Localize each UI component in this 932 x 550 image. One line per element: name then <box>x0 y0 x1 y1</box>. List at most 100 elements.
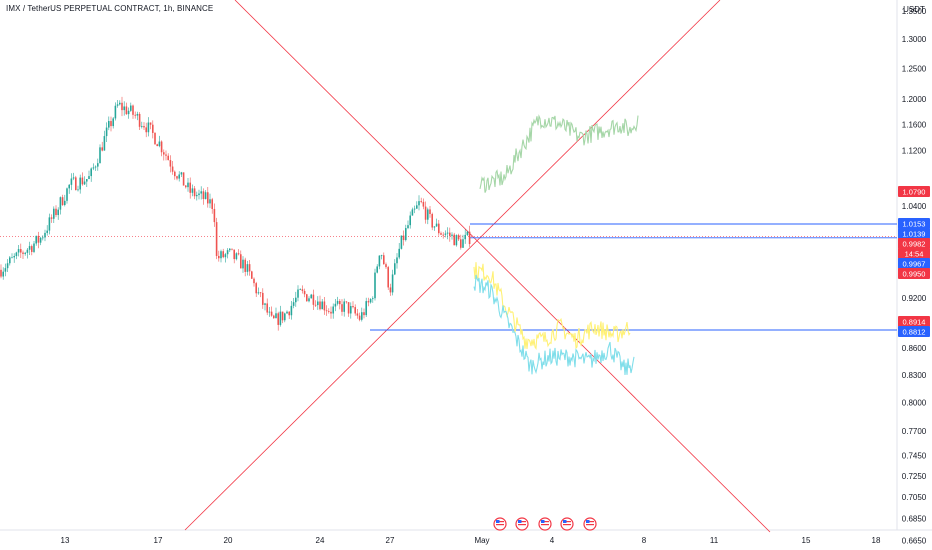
price-axis[interactable]: USDT 1.3500 1.3000 1.2500 1.2000 1.1600 1.120… <box>896 0 927 546</box>
candle-body <box>20 249 22 253</box>
candle-body <box>464 234 466 240</box>
time-tick-label: 11 <box>710 536 719 545</box>
candle-body <box>123 106 125 111</box>
price-tick-label: 1.2000 <box>902 95 927 104</box>
candle-body <box>207 192 209 204</box>
candle-body <box>308 298 310 302</box>
candle-body <box>396 257 398 264</box>
candle-body <box>343 301 345 312</box>
candle-body <box>220 251 222 259</box>
time-tick-label: 4 <box>550 536 555 545</box>
candle-body <box>323 301 326 311</box>
candle-body <box>277 313 279 325</box>
candle-body <box>420 201 422 202</box>
candle-body <box>312 294 315 305</box>
candle-body <box>108 121 110 128</box>
price-tag-label: 14:54 <box>905 250 924 259</box>
candle-body <box>90 168 92 177</box>
price-tick-label: 1.3000 <box>902 35 927 44</box>
candle-body <box>112 118 114 127</box>
candle-body <box>0 269 2 277</box>
candle-body <box>156 144 158 147</box>
candle-body <box>339 300 341 305</box>
trend-line-up[interactable] <box>184 0 721 531</box>
us-flag-event-icon[interactable] <box>560 517 574 531</box>
candle-body <box>292 302 295 306</box>
candle-body <box>468 231 471 245</box>
us-flag-event-icon[interactable] <box>583 517 597 531</box>
candle-body <box>427 209 429 220</box>
candle-body <box>416 205 418 209</box>
projection-green[interactable] <box>479 114 639 193</box>
candle-body <box>105 127 108 137</box>
candle-body <box>369 299 372 303</box>
candle-body <box>158 141 161 147</box>
candle-body <box>231 248 233 250</box>
candle-body <box>4 268 7 272</box>
candle-body <box>143 126 145 128</box>
price-tag-label: 0.9967 <box>903 260 926 269</box>
us-flag-event-icon[interactable] <box>493 517 507 531</box>
candle-body <box>70 178 73 185</box>
candle-body <box>72 177 75 179</box>
candle-body <box>240 254 242 269</box>
candle-body <box>134 114 136 116</box>
candle-body <box>226 250 229 255</box>
candle-body <box>424 206 427 220</box>
candle-body <box>138 113 141 127</box>
candle-body <box>431 214 433 228</box>
time-tick-label: May <box>474 536 489 545</box>
candle-body <box>193 188 196 197</box>
candle-body <box>288 311 290 316</box>
candle-body <box>446 232 449 234</box>
candle-body <box>165 154 167 156</box>
candle-body <box>438 223 440 234</box>
candle-body <box>28 246 31 250</box>
candle-body <box>457 235 460 240</box>
candle-body <box>83 181 86 185</box>
candle-body <box>248 264 251 272</box>
currency-label: USDT <box>903 5 925 14</box>
projection-cyan[interactable] <box>473 274 635 376</box>
candle-body <box>328 311 330 312</box>
candle-body <box>462 239 464 248</box>
candle-body <box>235 253 238 260</box>
price-tick-label: 0.8000 <box>902 398 927 407</box>
candle-body <box>257 292 260 294</box>
candle-body <box>189 182 191 193</box>
candle-body <box>48 217 51 231</box>
candle-body <box>61 197 64 206</box>
candle-body <box>86 179 88 182</box>
us-flag-event-icon[interactable] <box>515 517 529 531</box>
candle-body <box>26 249 29 253</box>
candle-body <box>147 122 150 133</box>
event-markers[interactable] <box>493 517 597 531</box>
candle-body <box>413 208 416 210</box>
candle-body <box>64 200 66 206</box>
candle-body <box>270 311 273 316</box>
candle-body <box>196 195 198 197</box>
candle-body <box>44 232 46 238</box>
price-tick-label: 0.6650 <box>902 537 927 546</box>
candle-body <box>317 301 319 306</box>
plot-area[interactable] <box>0 0 897 533</box>
candle-body <box>332 306 334 314</box>
candle-body <box>53 208 55 219</box>
price-tag-label: 1.0153 <box>903 220 926 229</box>
price-tick-label: 0.8300 <box>902 371 927 380</box>
time-axis[interactable]: 13 17 20 24 27 May 4 8 11 15 18 <box>0 529 932 545</box>
price-tag: 0.8812 <box>898 326 930 337</box>
candle-body <box>11 257 13 259</box>
trend-line-down[interactable] <box>234 0 771 533</box>
candle-body <box>42 237 44 239</box>
us-flag-event-icon[interactable] <box>538 517 552 531</box>
candle-body <box>275 313 277 319</box>
candle-body <box>466 231 469 235</box>
candle-body <box>68 184 70 189</box>
candle-body <box>422 201 425 207</box>
candle-body <box>9 257 11 264</box>
time-tick-label: 8 <box>642 536 647 545</box>
projection-yellow[interactable] <box>473 262 631 351</box>
